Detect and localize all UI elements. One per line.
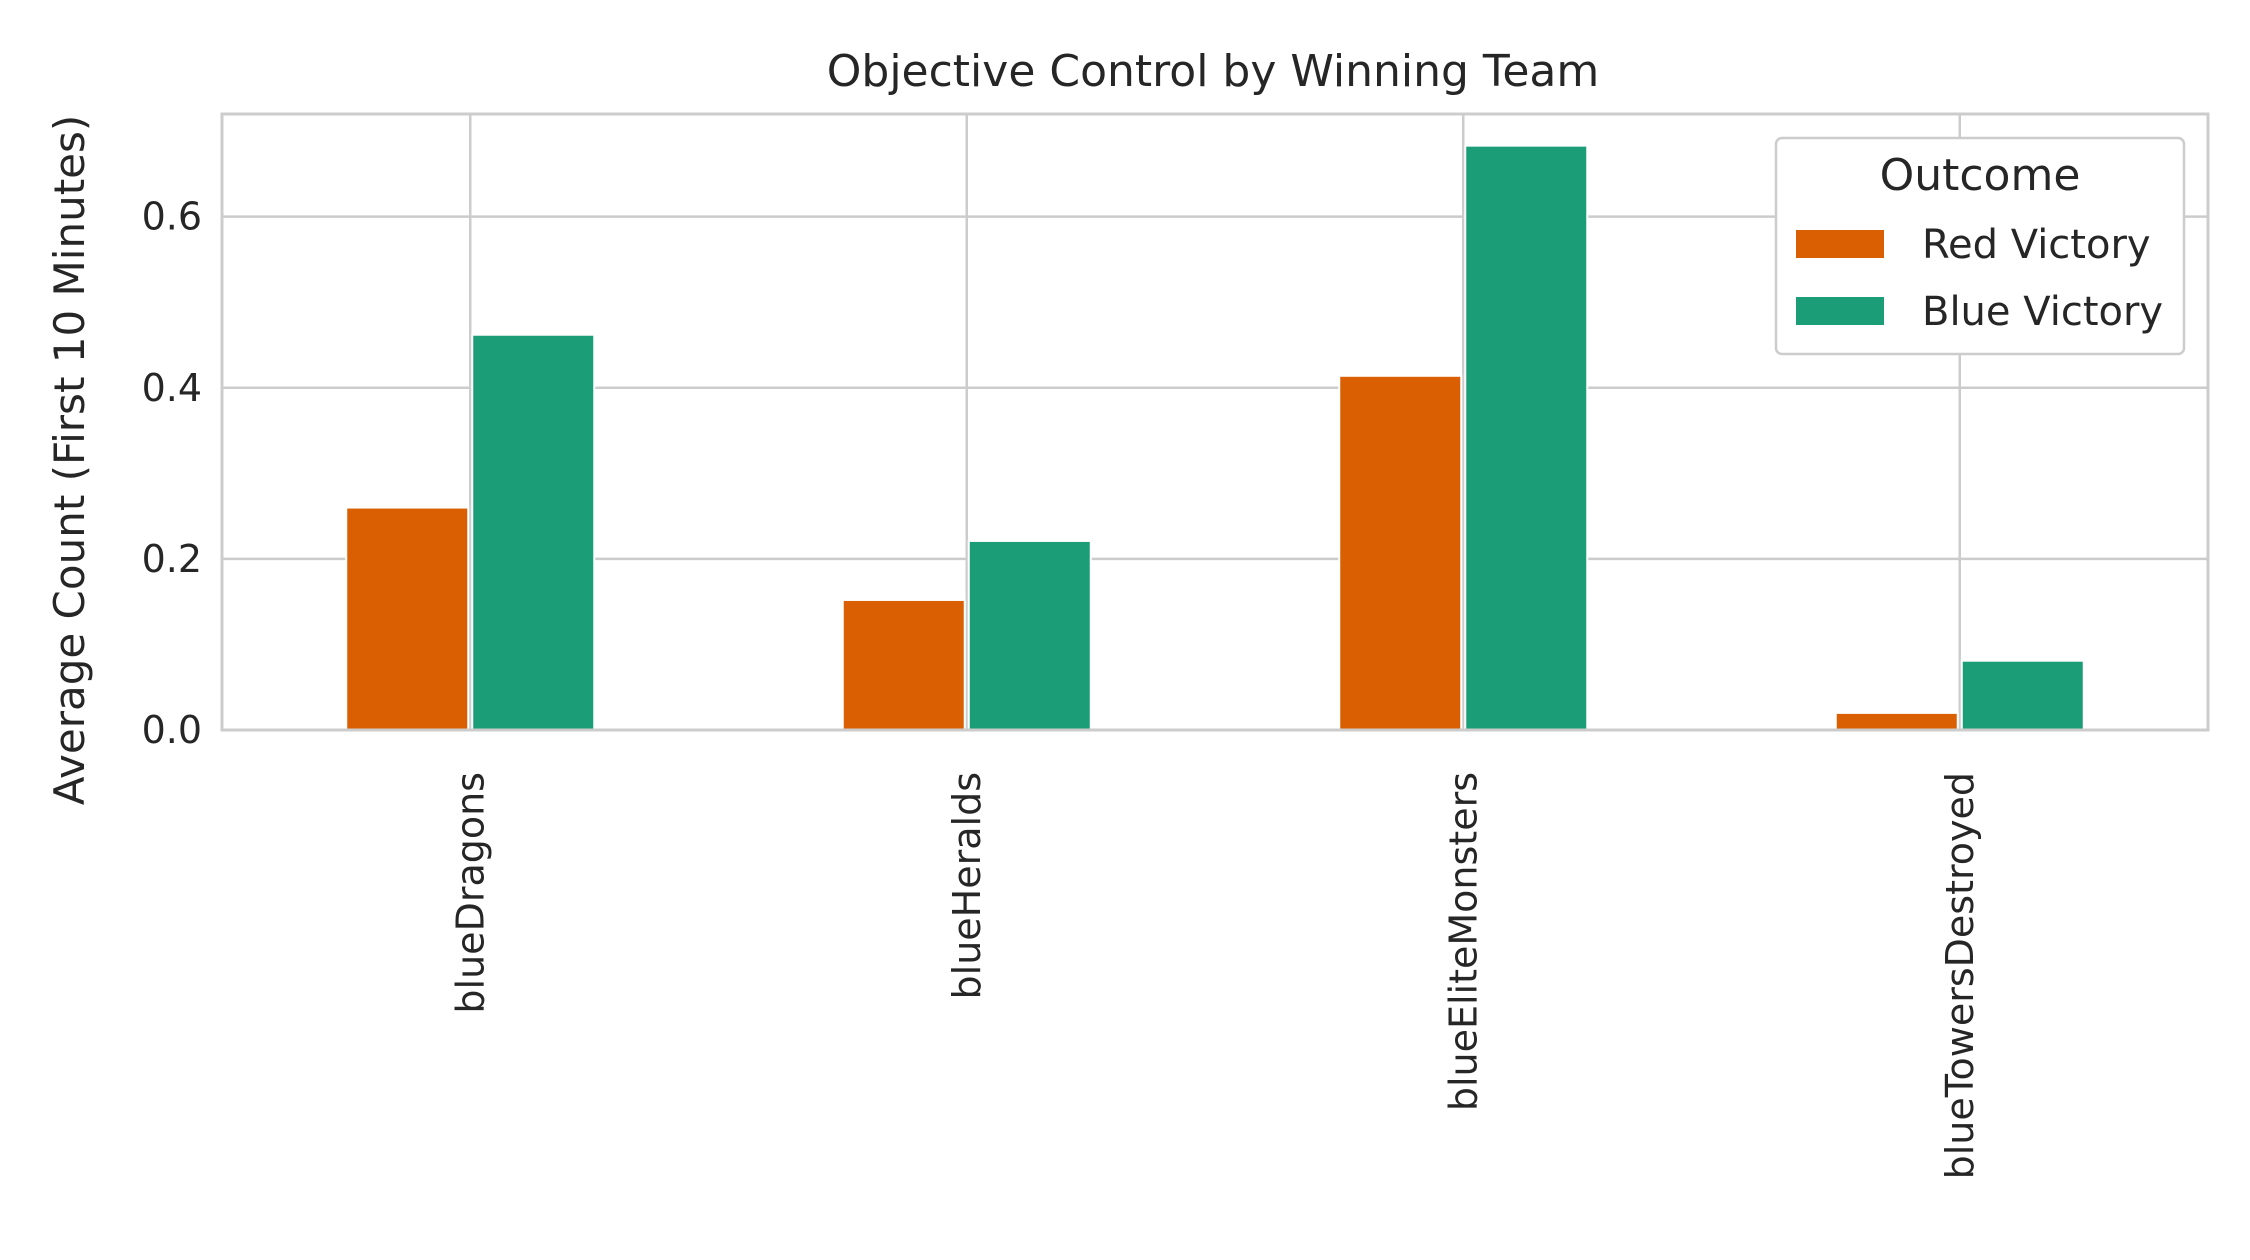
- bar-blue-victory-blueTowersDestroyed: [1960, 659, 2085, 732]
- y-tick-label: 0.6: [142, 195, 202, 239]
- x-tick-label: blueEliteMonsters: [1441, 772, 1485, 1111]
- legend-title: Outcome: [1880, 150, 2081, 201]
- x-tick-label: blueHeralds: [945, 772, 989, 999]
- bar-blue-victory-blueEliteMonsters: [1464, 144, 1589, 731]
- legend: Outcome Red Victory Blue Victory: [1774, 136, 2186, 356]
- bar-red-victory-blueDragons: [345, 506, 470, 731]
- legend-label-red-victory: Red Victory: [1922, 222, 2151, 268]
- y-tick-label: 0.4: [142, 366, 202, 410]
- plot-frame: [220, 112, 2210, 732]
- bar-red-victory-blueHeralds: [841, 598, 966, 732]
- bar-red-victory-blueTowersDestroyed: [1834, 711, 1959, 732]
- bars: [345, 144, 2085, 732]
- legend-label-blue-victory: Blue Victory: [1922, 289, 2163, 335]
- bar-red-victory-blueEliteMonsters: [1338, 374, 1463, 731]
- y-tick-label: 0.2: [142, 537, 202, 581]
- bar-blue-victory-blueDragons: [471, 333, 596, 731]
- chart-title: Objective Control by Winning Team: [827, 46, 1599, 97]
- y-axis-label: Average Count (First 10 Minutes): [45, 115, 94, 806]
- legend-swatch-blue-victory: [1796, 297, 1884, 325]
- legend-swatch-red-victory: [1796, 230, 1884, 258]
- y-tick-label: 0.0: [142, 708, 202, 752]
- x-tick-label: blueDragons: [448, 772, 492, 1014]
- bar-blue-victory-blueHeralds: [967, 539, 1092, 732]
- x-tick-label: blueTowersDestroyed: [1938, 772, 1982, 1179]
- tick-labels: 0.0 0.2 0.4 0.6 blueDragons blueHeralds blueEl…: [142, 195, 1982, 1180]
